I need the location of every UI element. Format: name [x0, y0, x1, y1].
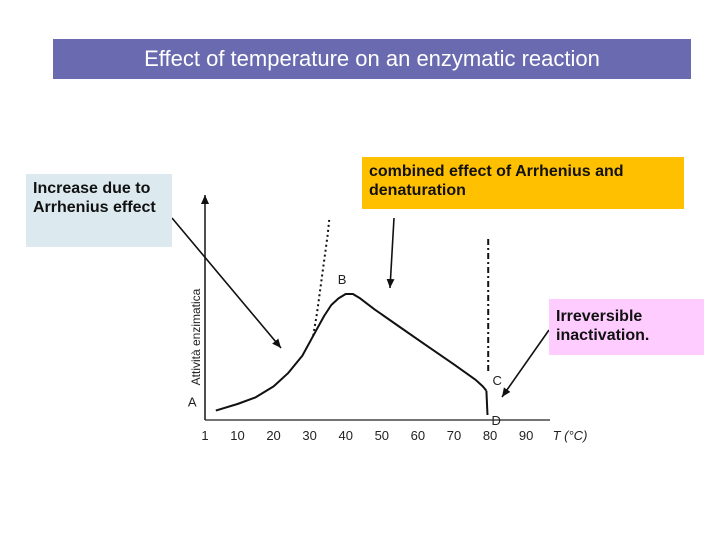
x-tick-label: 20: [266, 428, 280, 443]
point-label-c: C: [492, 373, 501, 388]
irreversible-inactivation-callout: Irreversible inactivation.: [549, 299, 704, 355]
x-tick-label: 90: [519, 428, 533, 443]
combined-effect-callout: combined effect of Arrhenius and denatur…: [362, 157, 684, 209]
point-label-a: A: [188, 395, 197, 410]
series-line-solid-3: [485, 390, 489, 416]
x-tick-label: 10: [230, 428, 244, 443]
combined-effect-arrow: [386, 217, 395, 289]
series-line-solid-0: [215, 293, 488, 412]
x-tick-label: 40: [338, 428, 352, 443]
x-tick-label: 80: [483, 428, 497, 443]
arrhenius-arrow: [171, 217, 282, 349]
x-tick-label: 1: [201, 428, 208, 443]
point-label-d: D: [492, 413, 501, 428]
arrhenius-callout: Increase due to Arrhenius effect: [26, 174, 172, 247]
slide-title: Effect of temperature on an enzymatic re…: [53, 39, 691, 79]
series-line-dotted-1: [312, 216, 331, 336]
y-axis-label: Attività enzimatica: [189, 288, 203, 385]
x-tick-label: 50: [375, 428, 389, 443]
x-tick-label: 30: [302, 428, 316, 443]
x-tick-label: 60: [411, 428, 425, 443]
inactivation-arrow: [501, 329, 550, 398]
x-axis-label: T (°C): [553, 428, 588, 443]
point-label-b: B: [338, 272, 347, 287]
x-tick-label: 70: [447, 428, 461, 443]
